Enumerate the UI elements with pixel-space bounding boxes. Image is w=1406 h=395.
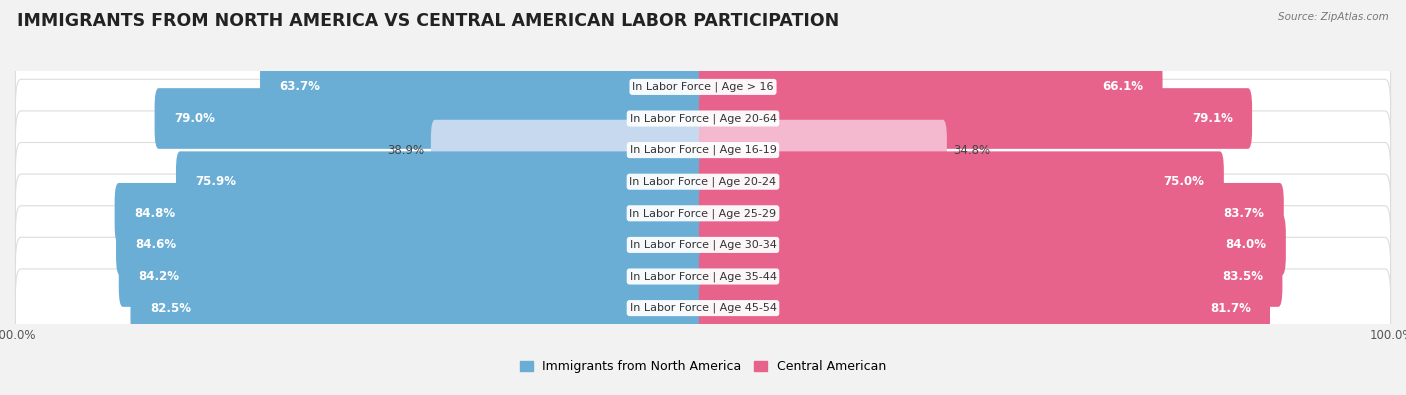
Text: Source: ZipAtlas.com: Source: ZipAtlas.com — [1278, 12, 1389, 22]
FancyBboxPatch shape — [699, 278, 1270, 339]
Text: 83.7%: 83.7% — [1223, 207, 1264, 220]
Text: In Labor Force | Age 20-24: In Labor Force | Age 20-24 — [630, 177, 776, 187]
FancyBboxPatch shape — [15, 269, 1391, 347]
FancyBboxPatch shape — [699, 214, 1286, 275]
Legend: Immigrants from North America, Central American: Immigrants from North America, Central A… — [520, 360, 886, 373]
Text: IMMIGRANTS FROM NORTH AMERICA VS CENTRAL AMERICAN LABOR PARTICIPATION: IMMIGRANTS FROM NORTH AMERICA VS CENTRAL… — [17, 12, 839, 30]
Text: 79.1%: 79.1% — [1192, 112, 1233, 125]
FancyBboxPatch shape — [176, 151, 707, 212]
Text: 79.0%: 79.0% — [174, 112, 215, 125]
FancyBboxPatch shape — [430, 120, 707, 181]
Text: In Labor Force | Age > 16: In Labor Force | Age > 16 — [633, 82, 773, 92]
Text: 84.2%: 84.2% — [138, 270, 179, 283]
FancyBboxPatch shape — [15, 143, 1391, 221]
FancyBboxPatch shape — [117, 214, 707, 275]
FancyBboxPatch shape — [15, 237, 1391, 316]
Text: 84.6%: 84.6% — [135, 239, 176, 251]
Text: 75.9%: 75.9% — [195, 175, 236, 188]
Text: 84.0%: 84.0% — [1226, 239, 1267, 251]
Text: 34.8%: 34.8% — [953, 144, 990, 156]
FancyBboxPatch shape — [15, 79, 1391, 158]
FancyBboxPatch shape — [699, 56, 1163, 117]
FancyBboxPatch shape — [131, 278, 707, 339]
FancyBboxPatch shape — [699, 246, 1282, 307]
FancyBboxPatch shape — [15, 111, 1391, 189]
Text: 81.7%: 81.7% — [1209, 302, 1251, 314]
FancyBboxPatch shape — [118, 246, 707, 307]
Text: 75.0%: 75.0% — [1164, 175, 1205, 188]
FancyBboxPatch shape — [699, 120, 946, 181]
FancyBboxPatch shape — [260, 56, 707, 117]
FancyBboxPatch shape — [699, 183, 1284, 244]
Text: In Labor Force | Age 45-54: In Labor Force | Age 45-54 — [630, 303, 776, 313]
Text: In Labor Force | Age 30-34: In Labor Force | Age 30-34 — [630, 240, 776, 250]
Text: 66.1%: 66.1% — [1102, 81, 1143, 93]
FancyBboxPatch shape — [115, 183, 707, 244]
Text: 82.5%: 82.5% — [150, 302, 191, 314]
Text: In Labor Force | Age 35-44: In Labor Force | Age 35-44 — [630, 271, 776, 282]
FancyBboxPatch shape — [155, 88, 707, 149]
FancyBboxPatch shape — [15, 174, 1391, 252]
FancyBboxPatch shape — [15, 48, 1391, 126]
Text: In Labor Force | Age 25-29: In Labor Force | Age 25-29 — [630, 208, 776, 218]
FancyBboxPatch shape — [699, 151, 1223, 212]
FancyBboxPatch shape — [699, 88, 1253, 149]
Text: In Labor Force | Age 20-64: In Labor Force | Age 20-64 — [630, 113, 776, 124]
Text: 83.5%: 83.5% — [1222, 270, 1263, 283]
Text: 63.7%: 63.7% — [280, 81, 321, 93]
Text: In Labor Force | Age 16-19: In Labor Force | Age 16-19 — [630, 145, 776, 155]
Text: 84.8%: 84.8% — [134, 207, 176, 220]
FancyBboxPatch shape — [15, 206, 1391, 284]
Text: 38.9%: 38.9% — [388, 144, 425, 156]
